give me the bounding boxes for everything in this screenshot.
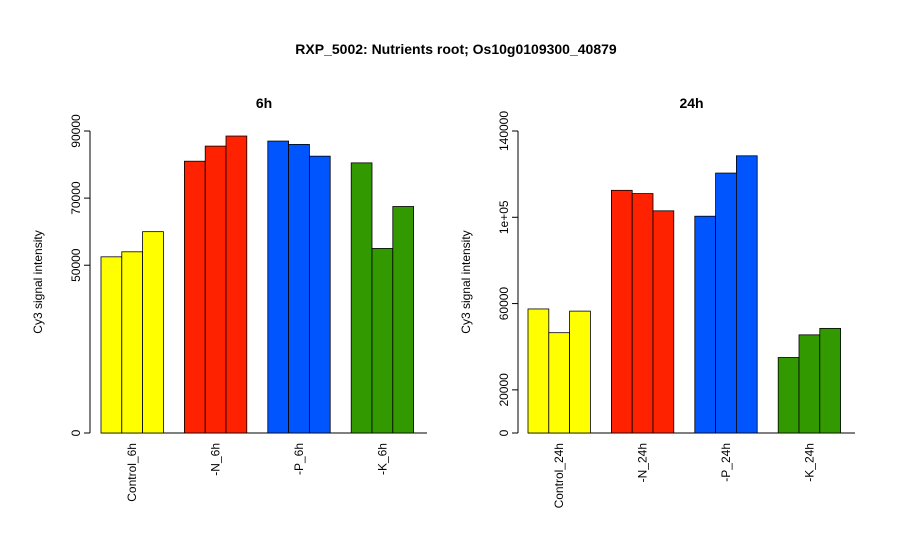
bar <box>204 145 227 434</box>
bar <box>371 248 394 434</box>
y-tick-label: 70000 <box>69 181 83 215</box>
bar <box>350 162 373 434</box>
figure-title: RXP_5002: Nutrients root; Os10g0109300_4… <box>295 41 617 57</box>
y-tick-label: 1e+05 <box>497 200 511 234</box>
bar <box>736 155 758 434</box>
bar <box>527 308 550 434</box>
panel-title: 6h <box>256 95 272 111</box>
bar <box>569 310 591 434</box>
y-tick-label: 0 <box>497 429 511 436</box>
bar <box>798 334 821 434</box>
bar <box>288 144 310 434</box>
bar <box>100 256 123 434</box>
bar <box>267 140 289 434</box>
y-axis-label: Cy3 signal intensity <box>31 230 45 333</box>
bar <box>392 206 414 434</box>
bar <box>183 160 206 434</box>
bar <box>777 357 800 434</box>
category-label: -P_6h <box>292 443 306 475</box>
bar <box>611 189 633 434</box>
category-label: -N_24h <box>636 443 650 482</box>
category-label: -K_6h <box>375 443 389 475</box>
bar <box>819 327 841 434</box>
panel-1: 24h 0 20000 60000 1e+05 140000 Cy3 signal inte… <box>459 95 855 508</box>
bar <box>631 193 654 434</box>
y-tick-label: 0 <box>69 429 83 436</box>
category-label: Control_24h <box>552 443 566 508</box>
bar <box>142 231 164 434</box>
bar <box>548 332 570 434</box>
y-tick-label: 60000 <box>497 287 511 321</box>
y-tick-label: 90000 <box>69 114 83 148</box>
category-label: Control_6h <box>125 443 139 502</box>
bar <box>652 210 675 434</box>
bar <box>225 135 248 434</box>
y-tick-label: 50000 <box>69 248 83 282</box>
bar <box>715 172 737 434</box>
chart-panels: 6h 0 50000 70000 90000 Cy3 signal intensity Co… <box>31 95 855 508</box>
panel-0: 6h 0 50000 70000 90000 Cy3 signal intensity Co… <box>31 95 427 502</box>
category-label: -K_24h <box>802 443 816 482</box>
category-label: -P_24h <box>719 443 733 482</box>
y-tick-label: 140000 <box>497 111 511 151</box>
y-tick-label: 20000 <box>497 373 511 407</box>
bar <box>308 155 331 434</box>
y-axis-label: Cy3 signal intensity <box>459 230 473 333</box>
bar <box>694 215 716 434</box>
bar <box>121 251 144 434</box>
panel-title: 24h <box>679 95 703 111</box>
category-label: -N_6h <box>209 443 223 476</box>
